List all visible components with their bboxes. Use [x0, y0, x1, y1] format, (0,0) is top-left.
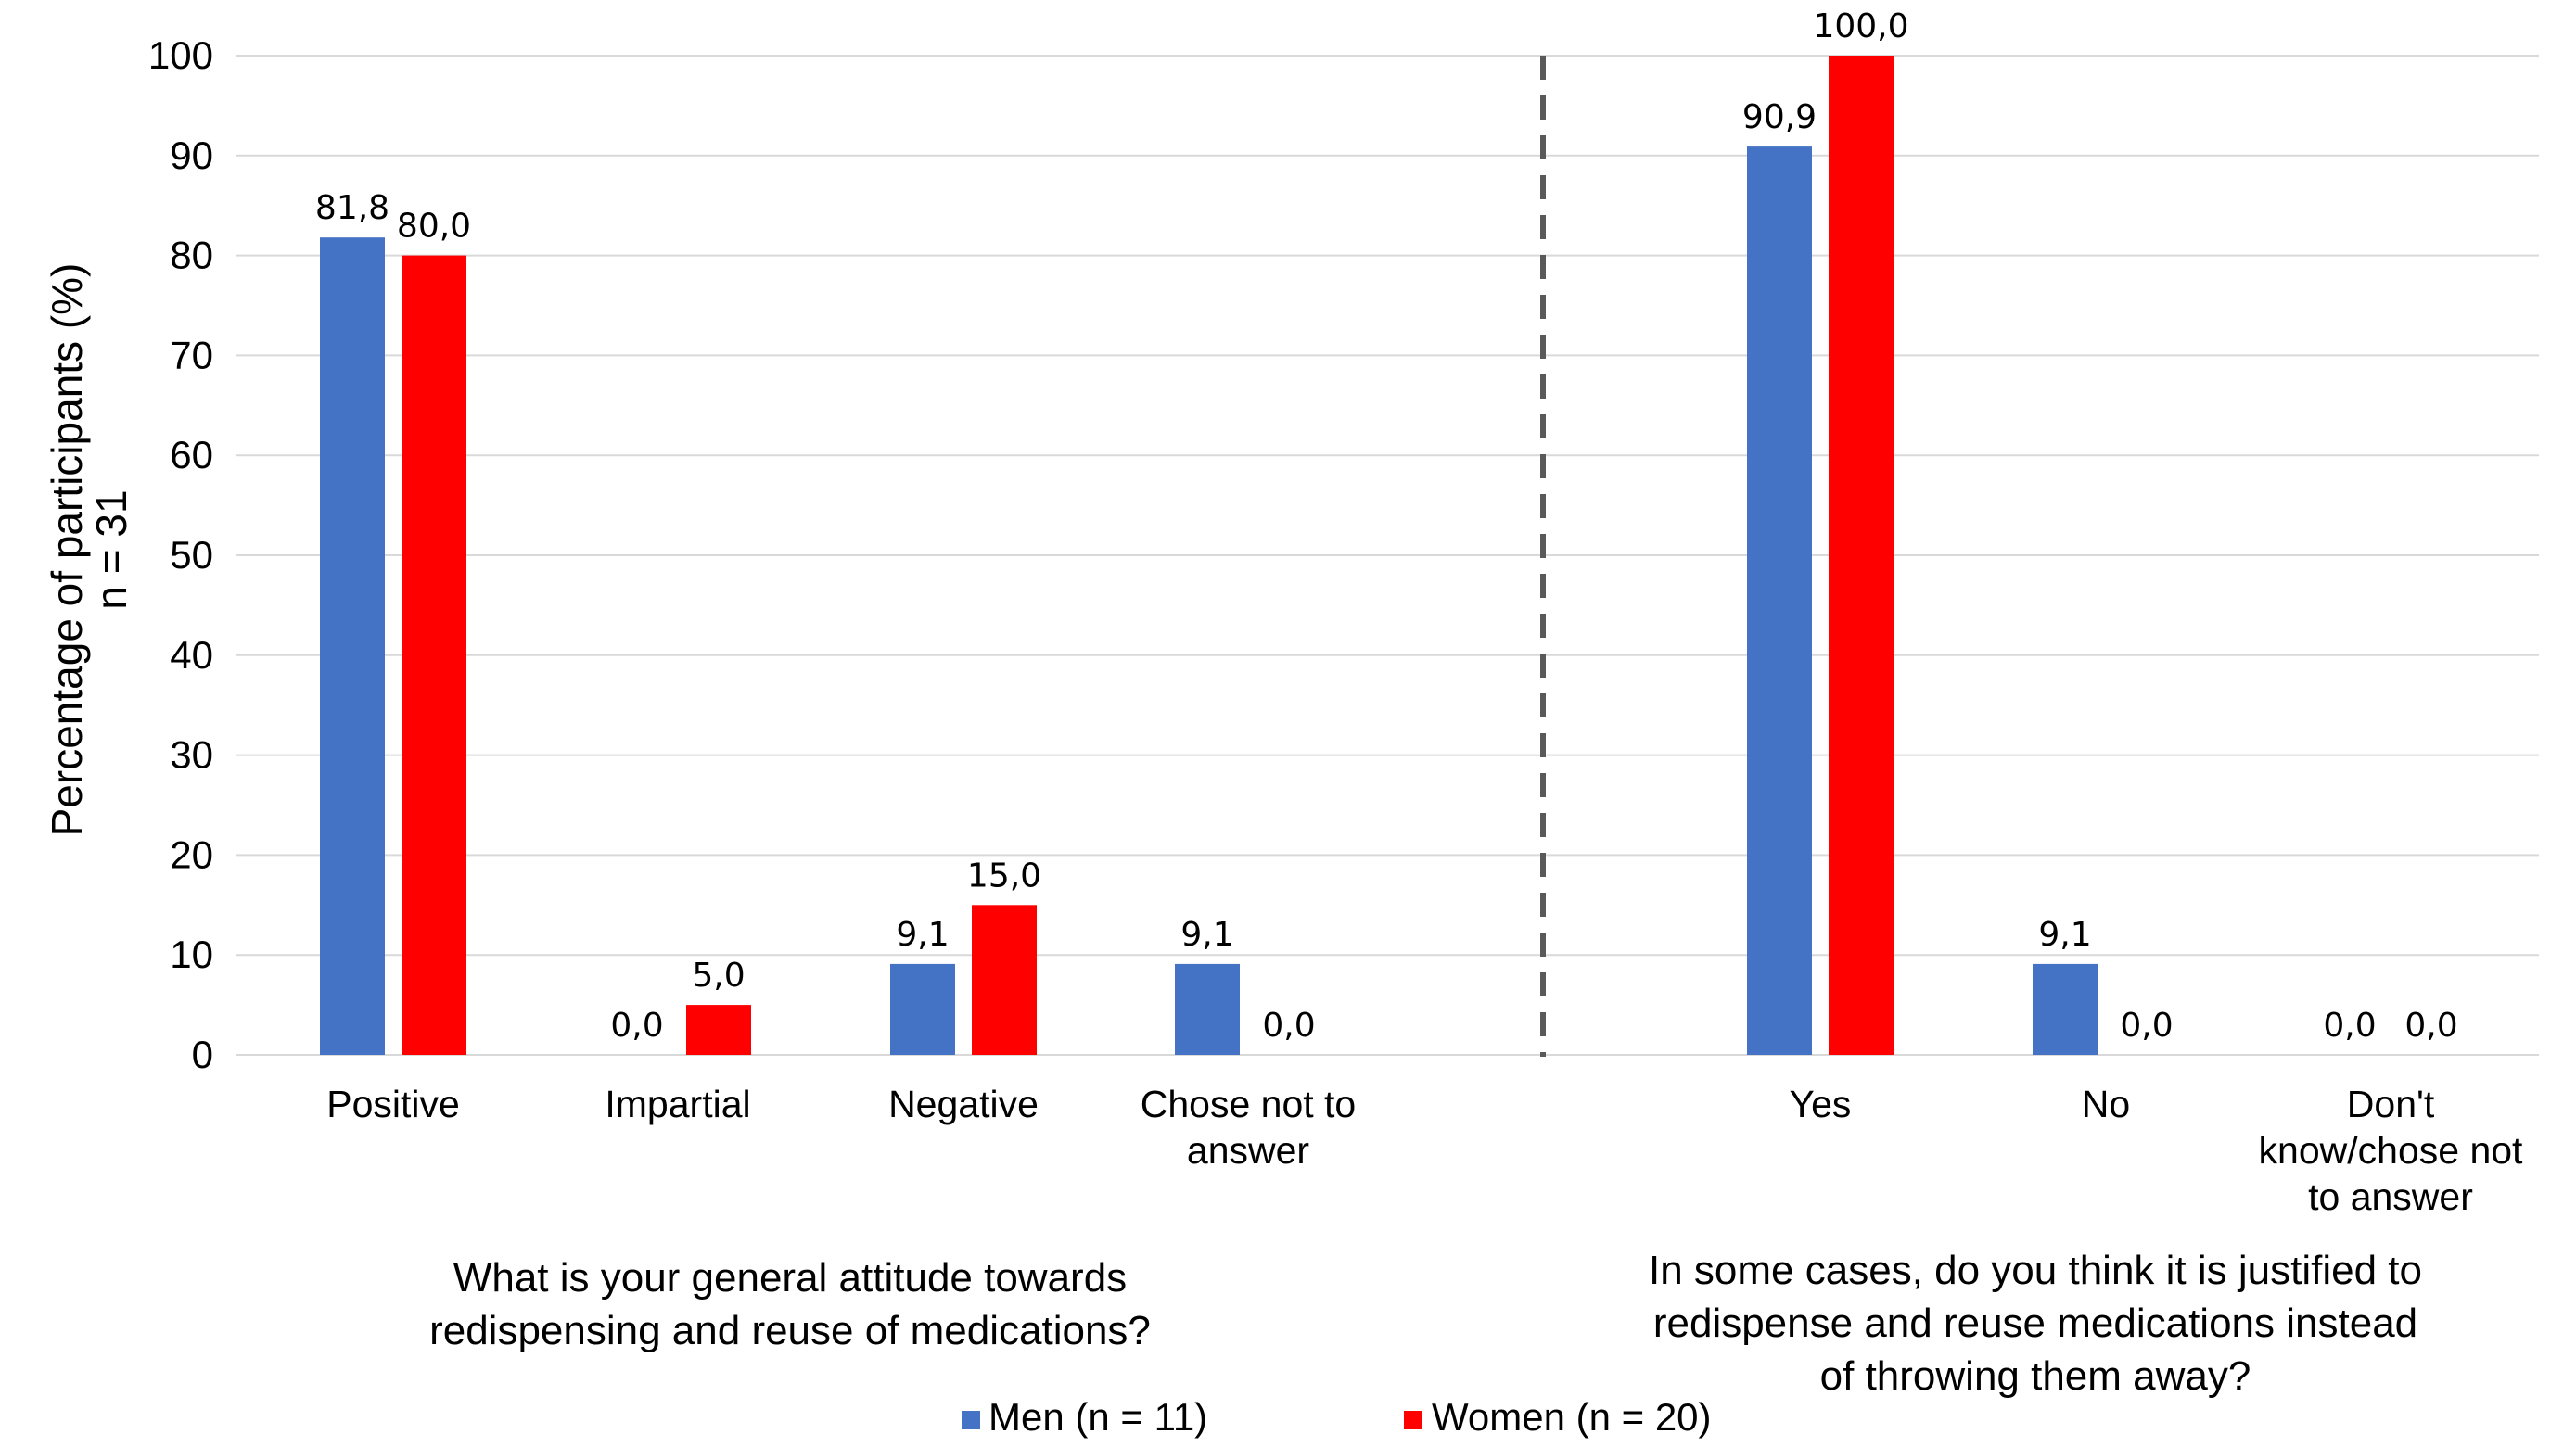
y-tick-label: 20: [170, 832, 213, 876]
y-axis-ticks: 0 10 20 30 40 50 60 70 80 90 100: [148, 33, 213, 1076]
group-title: redispense and reuse medications instead: [1653, 1301, 2417, 1346]
y-axis-subtitle: n = 31: [87, 489, 135, 609]
y-tick-label: 90: [170, 133, 213, 177]
bar-women: [1829, 56, 1894, 1055]
legend-label-women: Women (n = 20): [1432, 1395, 1712, 1439]
y-tick-label: 0: [192, 1033, 213, 1076]
data-label-women: 15,0: [967, 857, 1041, 895]
category-label: answer: [1187, 1129, 1309, 1172]
y-tick-label: 70: [170, 333, 213, 376]
gridlines: [236, 55, 2539, 1056]
bars: [320, 56, 2098, 1056]
group-title: What is your general attitude towards: [453, 1255, 1127, 1301]
y-tick-label: 40: [170, 633, 213, 677]
bar-women: [686, 1005, 751, 1055]
category-label: know/chose not: [2259, 1129, 2524, 1172]
data-label-men: 9,1: [2038, 916, 2091, 954]
y-tick-label: 30: [170, 733, 213, 777]
bar-men: [320, 237, 385, 1055]
data-label-women: 0,0: [2120, 1007, 2173, 1045]
category-label: Positive: [326, 1083, 460, 1125]
category-label: No: [2082, 1083, 2130, 1125]
bar-women: [402, 255, 466, 1056]
y-tick-label: 100: [148, 33, 213, 77]
data-label-men: 0,0: [2323, 1007, 2376, 1045]
group-title: In some cases, do you think it is justif…: [1649, 1248, 2422, 1293]
y-tick-label: 80: [170, 234, 213, 277]
data-label-women: 0,0: [1262, 1007, 1315, 1045]
category-label: Yes: [1790, 1083, 1852, 1125]
y-tick-label: 10: [170, 933, 213, 976]
y-tick-label: 60: [170, 433, 213, 476]
category-label: Negative: [888, 1083, 1039, 1125]
data-label-men: 90,9: [1742, 98, 1817, 136]
data-labels: 81,8 80,0 0,0 5,0 9,1 15,0 9,1 0,0 90,9 100,0 9,1 0…: [315, 7, 2458, 1045]
bar-women: [972, 905, 1037, 1055]
bar-men: [1747, 146, 1812, 1055]
legend: Men (n = 11) Women (n = 20): [962, 1395, 1712, 1439]
group-titles: What is your general attitude towards red…: [429, 1248, 2422, 1399]
legend-label-men: Men (n = 11): [988, 1395, 1207, 1439]
category-label: Don't: [2347, 1083, 2435, 1125]
data-label-men: 0,0: [610, 1007, 663, 1045]
data-label-men: 9,1: [896, 916, 949, 954]
bar-men: [2033, 963, 2098, 1055]
category-label: Chose not to: [1141, 1083, 1357, 1125]
bar-men: [1175, 963, 1240, 1055]
y-axis-title: Percentage of participants (%): [43, 263, 91, 837]
y-tick-label: 50: [170, 533, 213, 577]
legend-swatch-women: [1404, 1411, 1422, 1429]
category-labels: Positive Impartial Negative Chose not toans…: [326, 1083, 2523, 1218]
group-title: redispensing and reuse of medications?: [429, 1308, 1151, 1353]
data-label-women: 80,0: [397, 208, 471, 246]
data-label-men: 81,8: [315, 189, 389, 227]
data-label-men: 9,1: [1180, 916, 1233, 954]
legend-swatch-men: [962, 1411, 980, 1429]
bar-men: [890, 963, 955, 1055]
category-label: Impartial: [605, 1083, 750, 1125]
data-label-women: 5,0: [692, 957, 745, 995]
group-title: of throwing them away?: [1820, 1353, 2251, 1399]
data-label-women: 0,0: [2404, 1007, 2457, 1045]
category-label: to answer: [2308, 1175, 2473, 1218]
data-label-women: 100,0: [1813, 7, 1908, 45]
